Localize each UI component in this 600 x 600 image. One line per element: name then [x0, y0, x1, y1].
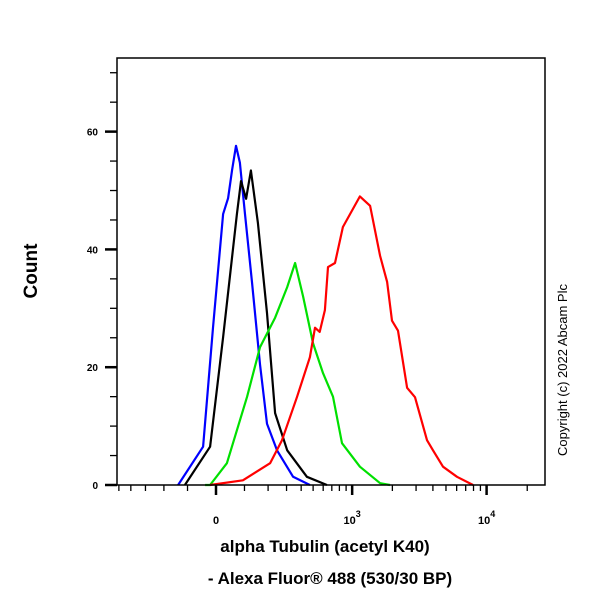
y-tick-label: 0 — [92, 481, 98, 492]
y-tick-label: 60 — [87, 128, 99, 139]
x-tick-base: 10 — [478, 515, 490, 527]
plot-frame — [116, 57, 546, 486]
x-tick-base: 0 — [213, 515, 219, 527]
histogram-curves — [177, 144, 474, 487]
y-tick-label: 40 — [87, 245, 99, 256]
x-axis-label-line2: - Alexa Fluor® 488 (530/30 BP) — [208, 569, 452, 588]
x-tick-label: 104 — [478, 509, 495, 527]
y-axis: 0 20 40 60 — [87, 72, 117, 492]
x-tick-exponent: 3 — [356, 509, 361, 519]
series-line-2 — [183, 169, 328, 487]
series-line-3 — [205, 261, 391, 487]
y-axis-label: Count — [21, 243, 42, 299]
series-line-4 — [209, 195, 474, 487]
x-axis-label-line1: alpha Tubulin (acetyl K40) — [220, 537, 429, 556]
x-tick-label: 0 — [213, 515, 219, 527]
x-tick-exponent: 4 — [490, 509, 495, 519]
x-tick-label: 103 — [344, 509, 361, 527]
x-tick-base: 10 — [344, 515, 356, 527]
copyright-watermark: Copyright (c) 2022 Abcam Plc — [555, 284, 570, 456]
y-tick-label: 20 — [87, 363, 99, 374]
series-line-1 — [177, 144, 311, 486]
